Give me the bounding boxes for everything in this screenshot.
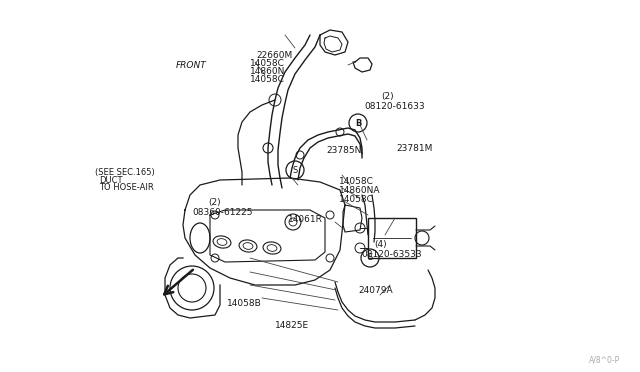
Text: 23785N: 23785N (326, 146, 362, 155)
Text: (SEE SEC.165): (SEE SEC.165) (95, 169, 154, 177)
Text: 14058C: 14058C (250, 59, 284, 68)
Text: 14860N: 14860N (250, 67, 285, 76)
Text: 08120-63533: 08120-63533 (362, 250, 422, 259)
Text: 14825E: 14825E (275, 321, 309, 330)
Text: 14058C: 14058C (250, 76, 284, 84)
Text: 14860NA: 14860NA (339, 186, 381, 195)
Text: 14061R: 14061R (288, 215, 323, 224)
Text: 14058B: 14058B (227, 299, 262, 308)
Text: (2): (2) (208, 198, 221, 207)
Text: A/8^0-P: A/8^0-P (589, 356, 620, 365)
Text: (2): (2) (381, 92, 394, 101)
Text: 24079A: 24079A (358, 286, 393, 295)
Text: 14058C: 14058C (339, 177, 374, 186)
Text: 14058C: 14058C (339, 195, 374, 203)
Text: 08120-61633: 08120-61633 (365, 102, 426, 110)
Text: 22660M: 22660M (256, 51, 292, 60)
Bar (368, 218, 416, 258)
Text: B: B (355, 119, 361, 128)
Text: S: S (292, 166, 298, 174)
Text: FRONT: FRONT (176, 61, 207, 70)
Text: (4): (4) (374, 240, 387, 249)
Text: S: S (367, 253, 372, 263)
Text: 08360-61225: 08360-61225 (192, 208, 253, 217)
Text: DUCT: DUCT (99, 176, 123, 185)
Text: 23781M: 23781M (397, 144, 433, 153)
Text: TO HOSE-AIR: TO HOSE-AIR (99, 183, 154, 192)
